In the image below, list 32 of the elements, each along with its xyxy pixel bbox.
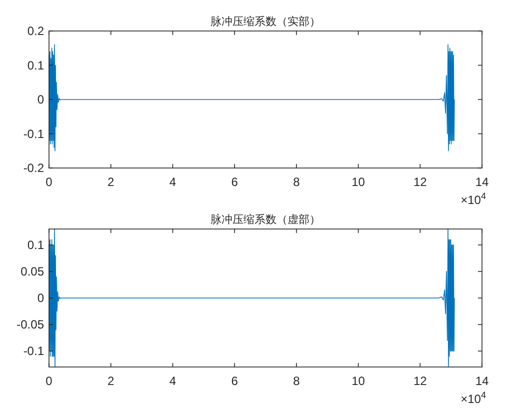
y-tick-label: 0.1 bbox=[27, 238, 44, 252]
x-tick-label: 2 bbox=[108, 374, 115, 388]
chart-title: 脉冲压缩系数（虚部） bbox=[210, 213, 320, 226]
x-tick-label: 6 bbox=[231, 374, 238, 388]
x-tick-label: 6 bbox=[231, 175, 238, 189]
line-series bbox=[48, 44, 455, 152]
y-tick-label: -0.05 bbox=[16, 318, 44, 332]
x-tick-label: 8 bbox=[293, 175, 300, 189]
text: ×10$^{4}$ bbox=[460, 390, 486, 406]
x-tick-label: 12 bbox=[413, 374, 428, 388]
x-tick-label: 0 bbox=[46, 374, 53, 388]
x-tick-label: 8 bbox=[293, 374, 300, 388]
x-tick-label: 14 bbox=[475, 374, 489, 388]
x-tick-label: 14 bbox=[475, 175, 489, 189]
x-tick-label: 0 bbox=[46, 175, 53, 189]
y-tick-label: -0.2 bbox=[23, 161, 44, 175]
y-tick-label: -0.1 bbox=[23, 126, 44, 141]
x-tick-label: 4 bbox=[169, 374, 176, 388]
chart-title: 脉冲压缩系数（实部） bbox=[210, 15, 320, 28]
y-tick-label: 0 bbox=[37, 92, 44, 106]
x-tick-label: 10 bbox=[352, 175, 366, 189]
y-tick-label: 0.05 bbox=[20, 264, 44, 278]
x-tick-label: 12 bbox=[413, 175, 428, 189]
y-tick-label: 0 bbox=[37, 291, 44, 305]
y-tick-label: -0.1 bbox=[23, 344, 44, 358]
y-tick-label: 0.2 bbox=[27, 24, 44, 38]
x-tick-label: 10 bbox=[352, 374, 366, 388]
x-tick-label: 4 bbox=[169, 175, 176, 189]
x-tick-label: 2 bbox=[108, 175, 115, 189]
line-series bbox=[48, 228, 455, 368]
text: ×10$^{4}$ bbox=[460, 191, 486, 207]
y-tick-label: 0.1 bbox=[27, 58, 44, 72]
